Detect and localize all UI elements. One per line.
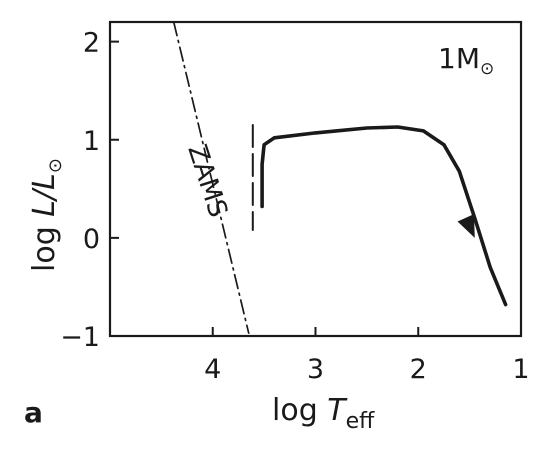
y-axis-label-var: L/L — [27, 173, 62, 217]
y-tick-label: 1 — [83, 126, 100, 157]
zams-label: ZAMS — [181, 141, 233, 221]
x-axis-label-sub: eff — [346, 409, 376, 434]
mass-label: 1M⊙ — [438, 42, 494, 79]
mass-sun-symbol: ⊙ — [480, 59, 494, 79]
x-tick-label: 4 — [204, 354, 221, 385]
y-axis-label-prefix: log — [27, 217, 62, 272]
y-tick-label: 0 — [83, 224, 100, 255]
x-tick-label: 2 — [410, 354, 427, 385]
evolution-track — [260, 125, 508, 307]
panel-label: a — [24, 396, 43, 429]
y-tick-label: 2 — [83, 28, 100, 59]
axis-ticks: 4 3 2 1 2 1 0 −1 — [60, 28, 529, 385]
x-axis-label-var: T — [327, 393, 348, 428]
x-axis-label-prefix: log — [272, 393, 327, 428]
x-tick-label: 3 — [307, 354, 324, 385]
zams-line — [172, 21, 250, 334]
x-axis-label: log Teff — [272, 393, 375, 434]
y-axis-label-sub: ⊙ — [45, 158, 66, 173]
mass-value: 1M — [438, 42, 480, 75]
y-tick-label: −1 — [60, 322, 100, 353]
track-direction-arrow — [457, 214, 475, 238]
y-axis-label: log L/L⊙ — [27, 158, 66, 272]
x-tick-label: 1 — [512, 354, 529, 385]
series-layer — [172, 21, 508, 334]
